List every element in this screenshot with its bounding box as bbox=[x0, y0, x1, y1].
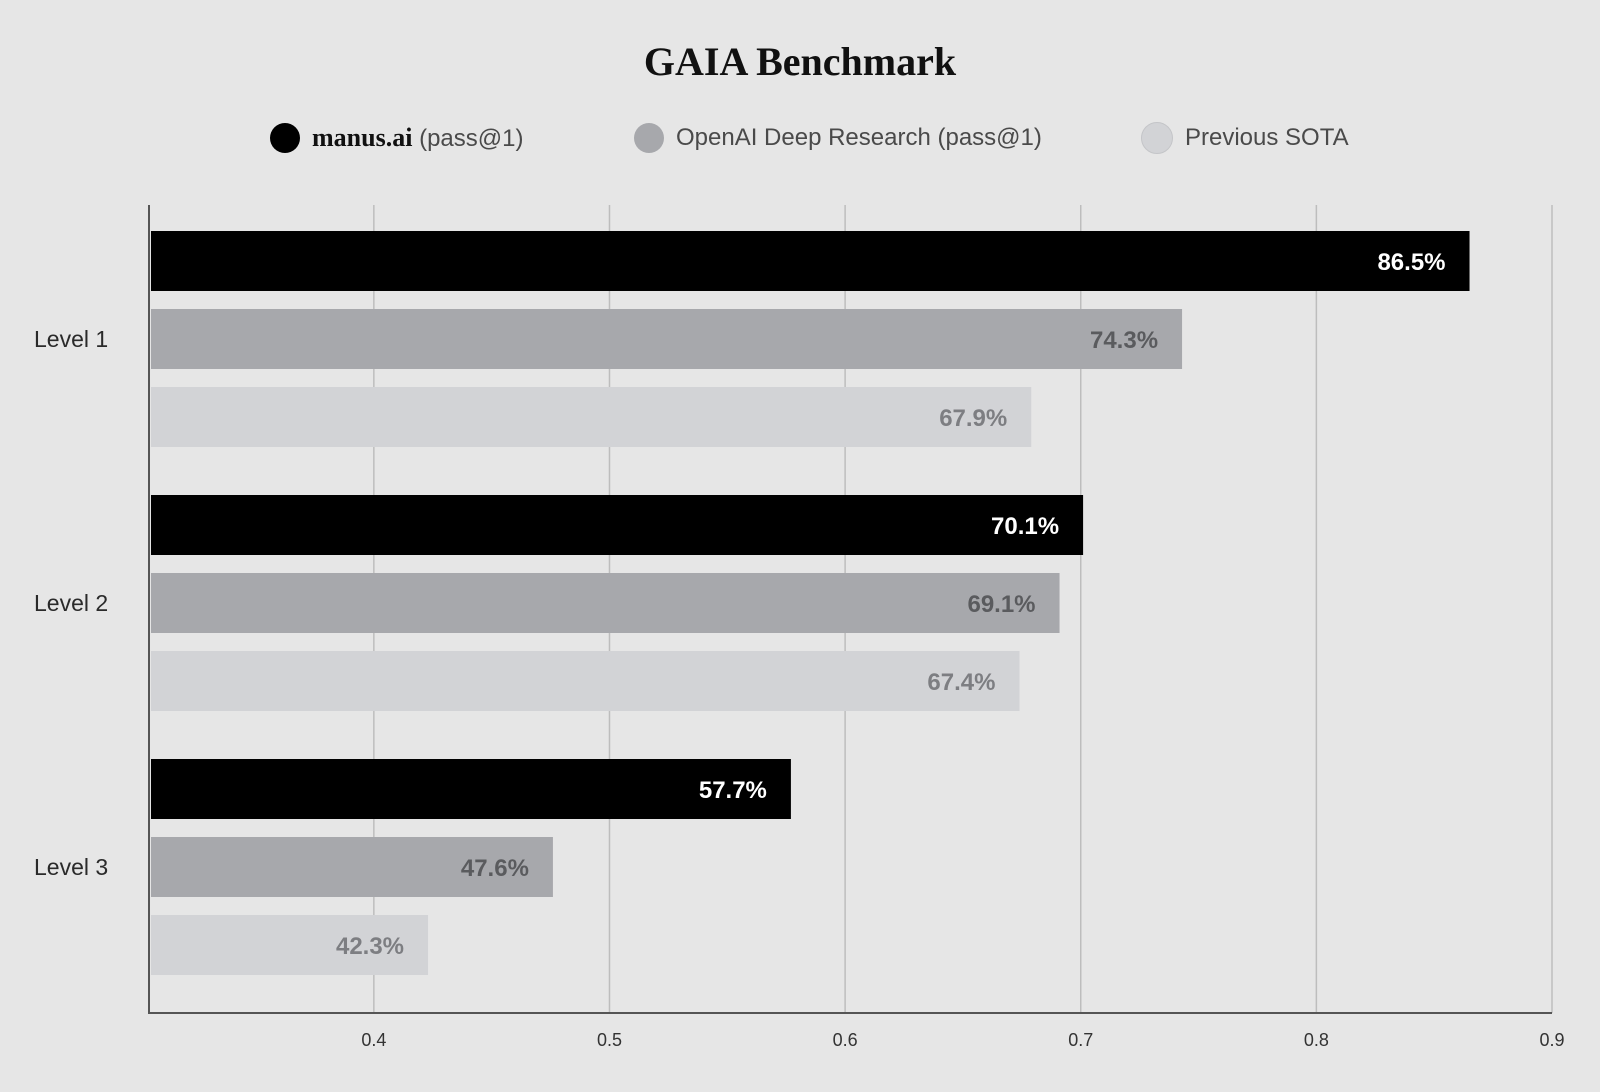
bar-1-2 bbox=[151, 651, 1020, 711]
chart-title: GAIA Benchmark bbox=[643, 39, 957, 84]
bar-label-1-2: 67.4% bbox=[927, 669, 995, 696]
bar-0-2 bbox=[151, 387, 1032, 447]
x-tick-label-0.9: 0.9 bbox=[1539, 1030, 1564, 1050]
x-tick-label-0.7: 0.7 bbox=[1068, 1030, 1093, 1050]
bar-2-0 bbox=[151, 759, 791, 819]
legend-label-manus: manus.ai (pass@1) bbox=[312, 123, 523, 153]
bar-0-1 bbox=[151, 309, 1183, 369]
bar-1-1 bbox=[151, 573, 1060, 633]
bar-0-0 bbox=[151, 231, 1470, 291]
category-label-3: Level 3 bbox=[34, 854, 108, 880]
legend-label-manus-lead: manus.ai bbox=[312, 123, 413, 152]
bar-label-1-0: 70.1% bbox=[991, 513, 1059, 540]
bar-2-2 bbox=[151, 915, 429, 975]
legend: manus.ai (pass@1) OpenAI Deep Research (… bbox=[0, 118, 1600, 158]
bar-label-0-0: 86.5% bbox=[1377, 249, 1445, 276]
bar-label-2-0: 57.7% bbox=[699, 777, 767, 804]
legend-swatch-openai bbox=[634, 123, 664, 153]
legend-swatch-manus bbox=[270, 123, 300, 153]
bar-label-1-1: 69.1% bbox=[967, 591, 1035, 618]
category-label-2: Level 2 bbox=[34, 590, 108, 616]
bar-label-2-1: 47.6% bbox=[461, 855, 529, 882]
x-tick-label-0.4: 0.4 bbox=[361, 1030, 386, 1050]
bar-label-0-1: 74.3% bbox=[1090, 327, 1158, 354]
legend-label-previous-sota: Previous SOTA bbox=[1185, 124, 1349, 151]
legend-item-manus: manus.ai (pass@1) bbox=[270, 118, 523, 158]
legend-item-openai: OpenAI Deep Research (pass@1) bbox=[634, 118, 1042, 158]
legend-swatch-previous-sota bbox=[1141, 122, 1173, 154]
x-tick-label-0.8: 0.8 bbox=[1304, 1030, 1329, 1050]
x-tick-label-0.5: 0.5 bbox=[597, 1030, 622, 1050]
bar-2-1 bbox=[151, 837, 553, 897]
legend-label-manus-rest: (pass@1) bbox=[412, 125, 524, 152]
bar-label-0-2: 67.9% bbox=[939, 405, 1007, 432]
legend-item-previous-sota: Previous SOTA bbox=[1141, 118, 1349, 158]
category-label-1: Level 1 bbox=[34, 326, 108, 352]
legend-label-openai: OpenAI Deep Research (pass@1) bbox=[676, 124, 1042, 151]
bar-1-0 bbox=[151, 495, 1084, 555]
bar-label-2-2: 42.3% bbox=[336, 933, 404, 960]
x-tick-label-0.6: 0.6 bbox=[833, 1030, 858, 1050]
